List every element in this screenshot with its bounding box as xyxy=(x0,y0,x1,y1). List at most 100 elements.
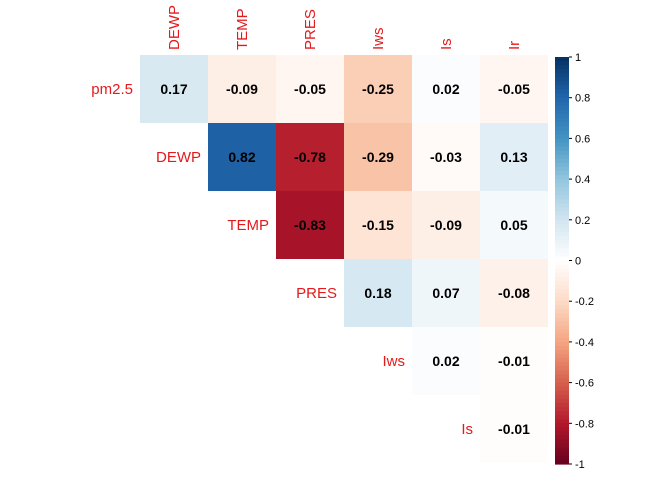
colorbar-tick-label: -1 xyxy=(575,459,585,471)
heatmap-cell xyxy=(344,55,412,123)
cell-value-label: -0.03 xyxy=(430,149,462,165)
row-label: Is xyxy=(461,421,473,438)
colorbar-segment xyxy=(555,321,569,327)
cell-value-label: 0.18 xyxy=(364,285,391,301)
colorbar-segment xyxy=(555,431,569,437)
colorbar-segment xyxy=(555,73,569,78)
colorbar-segment xyxy=(555,370,569,376)
colorbar-segment xyxy=(555,118,569,123)
colorbar-segment xyxy=(555,455,569,461)
colorbar-segment xyxy=(555,191,569,196)
heatmap-cell xyxy=(412,55,480,123)
heatmap-cell xyxy=(276,123,344,191)
row-label: pm2.5 xyxy=(91,81,133,98)
colorbar-tick-label: -0.4 xyxy=(575,337,594,349)
colorbar-segment xyxy=(555,358,569,363)
colorbar-segment xyxy=(555,284,569,290)
colorbar-segment xyxy=(555,122,569,127)
column-label: Ir xyxy=(506,41,523,50)
colorbar-segment xyxy=(555,374,569,380)
cell-value-label: 0.82 xyxy=(228,149,255,165)
colorbar-segment xyxy=(555,419,569,424)
colorbar-segment xyxy=(555,443,569,449)
colorbar-segment xyxy=(555,272,569,278)
colorbar-segment xyxy=(555,85,569,91)
colorbar-segment xyxy=(555,459,569,465)
column-label: TEMP xyxy=(234,8,251,50)
colorbar-segment xyxy=(555,223,569,229)
colorbar-segment xyxy=(555,439,569,445)
colorbar-segment xyxy=(555,337,569,343)
colorbar-segment xyxy=(555,297,569,302)
heatmap-cell xyxy=(480,55,548,123)
colorbar-segment xyxy=(555,362,569,367)
colorbar-segment xyxy=(555,317,569,323)
cell-value-label: 0.13 xyxy=(500,149,527,165)
cell-value-label: -0.83 xyxy=(294,217,326,233)
colorbar-tick-label: -0.8 xyxy=(575,418,594,430)
colorbar-segment xyxy=(555,256,569,262)
heatmap-cell xyxy=(412,123,480,191)
colorbar-segment xyxy=(555,150,569,156)
cell-value-label: 0.07 xyxy=(432,285,459,301)
colorbar-segment xyxy=(555,113,569,119)
cell-value-label: 0.02 xyxy=(432,81,459,97)
colorbar-tick-label: 1 xyxy=(575,52,581,64)
colorbar-segment xyxy=(555,105,569,111)
colorbar-segment xyxy=(555,195,569,201)
cell-value-label: -0.08 xyxy=(498,285,530,301)
colorbar-segment xyxy=(555,248,569,253)
colorbar-segment xyxy=(555,394,569,400)
row-label: Iws xyxy=(383,353,406,370)
colorbar-segment xyxy=(555,386,569,392)
colorbar-segment xyxy=(555,65,569,70)
colorbar-segment xyxy=(555,183,569,188)
cell-value-label: -0.01 xyxy=(498,353,530,369)
colorbar-segment xyxy=(555,236,569,241)
colorbar-segment xyxy=(555,382,569,388)
cell-value-label: 0.17 xyxy=(160,81,187,97)
colorbar-segment xyxy=(555,154,569,160)
colorbar-segment xyxy=(555,175,569,180)
colorbar-segment xyxy=(555,276,569,282)
colorbar-segment xyxy=(555,240,569,245)
colorbar-tick-label: -0.2 xyxy=(575,296,594,308)
colorbar-segment xyxy=(555,166,569,172)
colorbar-segment xyxy=(555,341,569,347)
cell-value-label: -0.25 xyxy=(362,81,394,97)
heatmap-cell xyxy=(412,327,480,395)
heatmap-cell xyxy=(208,123,276,191)
cell-value-label: -0.78 xyxy=(294,149,326,165)
colorbar-segment xyxy=(555,81,569,87)
colorbar-segment xyxy=(555,309,569,315)
heatmap-cell xyxy=(480,191,548,259)
colorbar-segment xyxy=(555,354,569,359)
colorbar-segment xyxy=(555,313,569,319)
colorbar-segment xyxy=(555,57,569,62)
cell-value-label: -0.05 xyxy=(294,81,326,97)
colorbar-segment xyxy=(555,93,569,99)
colorbar-segment xyxy=(555,232,569,237)
column-label: Iws xyxy=(370,28,387,51)
colorbar-segment xyxy=(555,435,569,441)
colorbar-segment xyxy=(555,126,569,131)
column-label: DEWP xyxy=(166,5,183,50)
colorbar-tick-label: 0.2 xyxy=(575,215,590,227)
colorbar-segment xyxy=(555,215,569,221)
colorbar-segment xyxy=(555,402,569,408)
heatmap-cell xyxy=(480,123,548,191)
colorbar-tick-label: 0.4 xyxy=(575,174,590,186)
colorbar-tick-label: -0.6 xyxy=(575,378,594,390)
colorbar-segment xyxy=(555,447,569,453)
colorbar-segment xyxy=(555,146,569,152)
colorbar-segment xyxy=(555,158,569,164)
colorbar-segment xyxy=(555,179,569,184)
heatmap-cell xyxy=(276,55,344,123)
cell-value-label: -0.15 xyxy=(362,217,394,233)
colorbar-segment xyxy=(555,427,569,433)
colorbar-segment xyxy=(555,305,569,310)
colorbar-segment xyxy=(555,89,569,95)
colorbar-segment xyxy=(555,134,569,139)
colorbar-segment xyxy=(555,451,569,457)
